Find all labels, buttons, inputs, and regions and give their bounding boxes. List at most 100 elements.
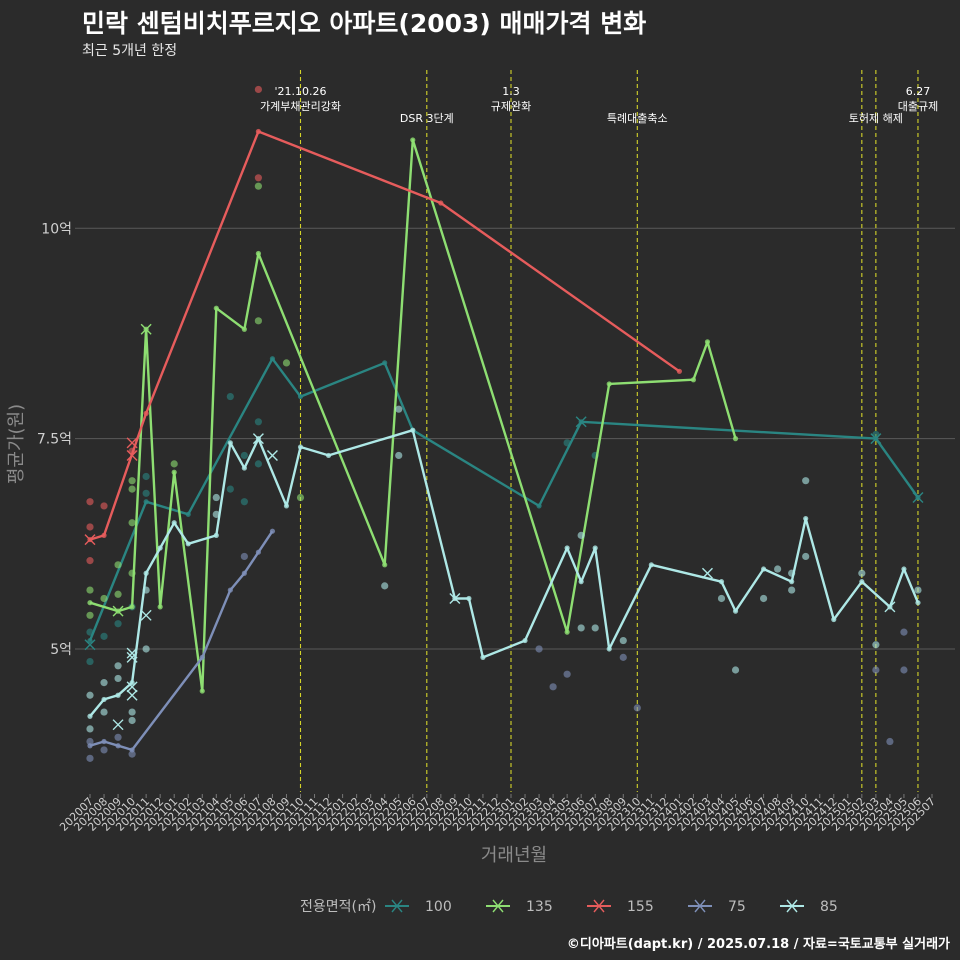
data-point (142, 489, 150, 497)
data-point (872, 641, 880, 649)
series-point (676, 368, 683, 374)
series-point (157, 545, 163, 551)
data-point (254, 85, 262, 94)
data-point (86, 754, 94, 762)
series-point (143, 410, 149, 416)
data-point (128, 708, 136, 716)
series-line (89, 130, 681, 541)
chart-caption: ©디아파트(dapt.kr) / 2025.07.18 / 자료=국토교통부 실… (566, 937, 950, 952)
series-point (213, 305, 219, 311)
data-point (381, 582, 389, 590)
cross-marker (701, 567, 713, 579)
data-point (114, 590, 122, 598)
cross-marker (870, 433, 882, 445)
cross-marker (126, 681, 138, 693)
data-point (142, 645, 150, 653)
series-point (382, 360, 388, 366)
cross-marker (84, 534, 96, 546)
series-point (157, 604, 163, 610)
series-point (325, 452, 332, 459)
data-point (240, 552, 248, 561)
legend-item-135: 135 (486, 899, 553, 915)
cross-marker (126, 647, 138, 659)
data-point (900, 666, 908, 674)
series-point (382, 562, 388, 568)
data-point (100, 632, 108, 640)
data-point (591, 624, 599, 632)
series-point (143, 570, 149, 576)
event-label: 토허제 해제 (849, 111, 903, 125)
series-point (101, 532, 107, 538)
series-point (269, 356, 276, 362)
series-point (129, 747, 135, 753)
data-point (142, 472, 150, 481)
data-point (535, 645, 543, 653)
event-label: 6.27 대출규제 (898, 85, 938, 113)
data-point (128, 716, 136, 725)
series-point (241, 570, 247, 576)
series-point (185, 511, 191, 517)
cross-marker (884, 601, 896, 613)
cross-marker (575, 416, 587, 428)
data-point (86, 611, 94, 619)
data-point (100, 594, 108, 603)
data-point (872, 666, 880, 674)
data-point (240, 498, 248, 506)
x-axis-ticks: 2020072020082020092020102020112020122021… (57, 794, 938, 834)
series-point (915, 600, 921, 606)
data-point (240, 451, 248, 460)
cross-marker (449, 592, 461, 604)
data-point (254, 182, 262, 190)
legend-label: 100 (425, 899, 452, 915)
data-point (212, 493, 220, 502)
series-point (410, 427, 416, 433)
series-point (859, 579, 865, 585)
legend-item-100: 100 (385, 899, 452, 915)
cross-marker (126, 651, 138, 663)
data-point (86, 737, 94, 746)
data-point (114, 561, 122, 569)
legend-label: 75 (728, 899, 746, 915)
series-point (704, 339, 711, 345)
series-point (87, 713, 93, 719)
series-point (87, 743, 93, 749)
series-point (227, 440, 233, 446)
data-point (128, 519, 136, 527)
series-point (466, 595, 472, 602)
series-point (199, 654, 205, 660)
data-point (114, 733, 122, 741)
cross-marker (112, 605, 124, 617)
data-point (858, 569, 866, 577)
x-axis-title: 거래년월 (481, 845, 547, 866)
legend-item-155: 155 (587, 899, 654, 915)
cross-marker (112, 719, 124, 731)
data-point (395, 405, 403, 413)
data-point (170, 460, 178, 468)
legend-title: 전용면적(㎡) (300, 899, 376, 915)
y-tick-label: 7.5억 (37, 432, 72, 448)
data-point (100, 679, 108, 687)
series-point (732, 436, 739, 442)
series-layer (84, 85, 924, 762)
data-point (86, 498, 94, 506)
series-line (89, 429, 920, 718)
legend-label: 155 (627, 899, 654, 915)
event-label: 특례대출축소 (607, 112, 668, 125)
series-point (129, 604, 135, 610)
series-100 (84, 356, 924, 666)
event-label: '21.10.26 가계부채관리강화 (260, 85, 341, 113)
cross-marker (266, 449, 278, 461)
series-point (789, 579, 795, 585)
data-point (86, 691, 94, 699)
data-point (114, 674, 122, 683)
data-point (254, 317, 262, 325)
data-point (619, 653, 627, 661)
data-point (114, 620, 122, 628)
data-point (254, 418, 262, 426)
y-axis-ticks: 5억 7.5억 10억 (37, 221, 72, 658)
data-point (86, 725, 94, 733)
data-point (900, 628, 908, 636)
series-point (255, 549, 261, 555)
data-point (128, 485, 136, 493)
